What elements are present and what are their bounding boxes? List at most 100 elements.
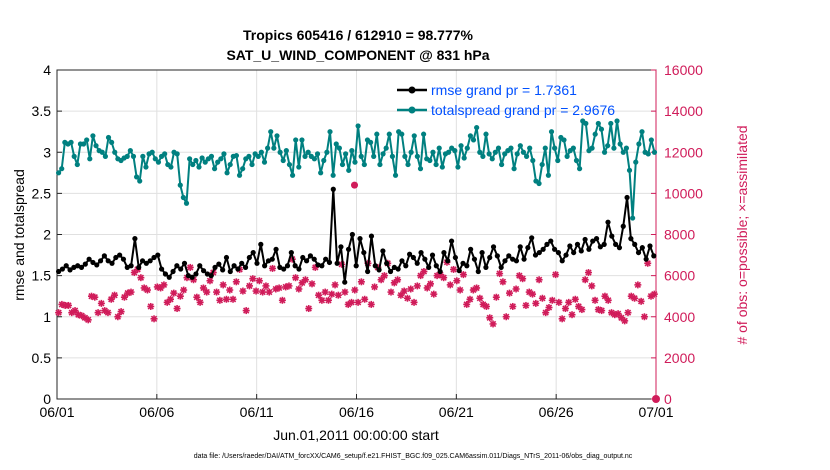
obs-stroke <box>223 296 230 303</box>
obs-point <box>255 277 263 285</box>
series-rmse-point <box>525 245 531 251</box>
series-totalspread-point <box>174 151 180 157</box>
y-right-tick-label: 4000 <box>664 309 695 325</box>
y-axis-right-ticks: 0 2000 4000 6000 8000 10000 12000 14000 16000 <box>651 62 703 407</box>
obs-stroke <box>246 282 253 290</box>
obs-stroke <box>420 268 428 275</box>
obs-stroke <box>325 297 332 304</box>
y-right-tick-label: 2000 <box>664 350 695 366</box>
obs-stroke <box>266 288 273 296</box>
series-totalspread-point <box>620 149 626 155</box>
series-totalspread-point <box>177 182 183 188</box>
series-rmse-point <box>536 249 542 256</box>
obs-point <box>403 294 411 302</box>
obs-stroke <box>644 260 651 267</box>
obs-point <box>278 296 286 304</box>
obs-point <box>91 293 99 301</box>
obs-point <box>180 286 188 294</box>
obs-stroke <box>506 289 513 297</box>
obs-stroke <box>114 313 122 320</box>
obs-point <box>114 313 122 321</box>
obs-stroke <box>213 288 220 296</box>
obs-stroke <box>65 302 72 309</box>
x-tick-label: 06/01 <box>39 404 74 420</box>
series-rmse-point <box>498 264 504 270</box>
series-totalspread-point <box>246 153 252 159</box>
obs-stroke <box>180 286 187 294</box>
y-axis-right-label: # of obs: o=possible; ×=assimilated <box>734 125 750 344</box>
series-totalspread-point <box>583 120 589 127</box>
series-totalspread-point <box>371 153 377 159</box>
series-rmse-point <box>643 256 649 262</box>
obs-point <box>552 271 560 279</box>
series-totalspread-point <box>187 156 193 162</box>
series-rmse-point <box>151 254 157 261</box>
series-rmse-point <box>246 254 252 261</box>
obs-point <box>321 288 329 296</box>
obs-stroke <box>193 294 200 301</box>
series-rmse-point <box>597 244 603 250</box>
series-rmse-point <box>445 258 451 264</box>
obs-point <box>634 281 642 289</box>
obs-stroke <box>167 296 174 303</box>
series-rmse-point <box>254 260 260 266</box>
obs-stroke <box>239 287 247 295</box>
series-totalspread-point <box>436 145 442 151</box>
series-totalspread-point <box>343 151 349 157</box>
series-rmse-point <box>113 254 119 261</box>
series-totalspread-point <box>392 172 399 178</box>
series-totalspread-point <box>124 153 130 159</box>
series-rmse-point <box>139 258 146 264</box>
series-rmse-point <box>387 268 394 275</box>
obs-point <box>219 281 227 289</box>
series-rmse-point <box>269 256 275 262</box>
obs-stroke <box>229 296 237 303</box>
series-rmse-point <box>632 241 638 247</box>
series-totalspread-point <box>386 131 392 137</box>
series-totalspread-point <box>199 155 205 161</box>
series-totalspread-point <box>305 149 311 155</box>
series-totalspread-point <box>87 156 93 162</box>
series-totalspread-point <box>140 153 146 159</box>
obs-point <box>334 291 342 299</box>
obs-point <box>318 296 326 304</box>
obs-point <box>394 276 402 284</box>
series-totalspread-point <box>133 174 140 180</box>
series-totalspread-point <box>183 200 190 206</box>
obs-stroke <box>203 288 210 296</box>
obs-stroke <box>542 309 549 316</box>
obs-stroke <box>637 298 645 305</box>
series-totalspread-point <box>564 153 570 159</box>
series-rmse-point <box>647 243 653 249</box>
y-right-tick-label: 16000 <box>664 62 703 78</box>
obs-point <box>265 288 273 296</box>
series-rmse-point <box>120 256 127 262</box>
obs-stroke <box>206 277 214 284</box>
series-totalspread-point <box>561 137 567 143</box>
obs-stroke <box>308 280 316 288</box>
series-rmse-point <box>208 273 214 279</box>
series-totalspread-point <box>327 129 333 135</box>
obs-stroke <box>450 266 457 273</box>
obs-point <box>275 284 283 292</box>
series-totalspread-point <box>626 167 633 173</box>
obs-stroke <box>335 291 342 299</box>
obs-point <box>413 282 421 290</box>
obs-stroke <box>305 305 312 312</box>
obs-point <box>496 270 504 278</box>
obs-point <box>186 263 194 271</box>
obs-terminal-marker <box>652 395 660 403</box>
obs-point <box>97 299 105 307</box>
obs-stroke <box>361 296 368 303</box>
series-totalspread-point <box>514 151 520 157</box>
series-totalspread-point <box>464 145 470 151</box>
series-totalspread-point <box>483 131 489 137</box>
series-rmse-point <box>181 260 188 266</box>
obs-stroke <box>407 285 414 293</box>
series-totalspread-point <box>261 159 268 165</box>
obs-point <box>466 295 474 303</box>
obs-highlight-marker <box>351 181 359 189</box>
x-tick-label: 06/16 <box>339 404 374 420</box>
obs-point <box>568 311 576 319</box>
obs-stroke <box>187 264 194 271</box>
